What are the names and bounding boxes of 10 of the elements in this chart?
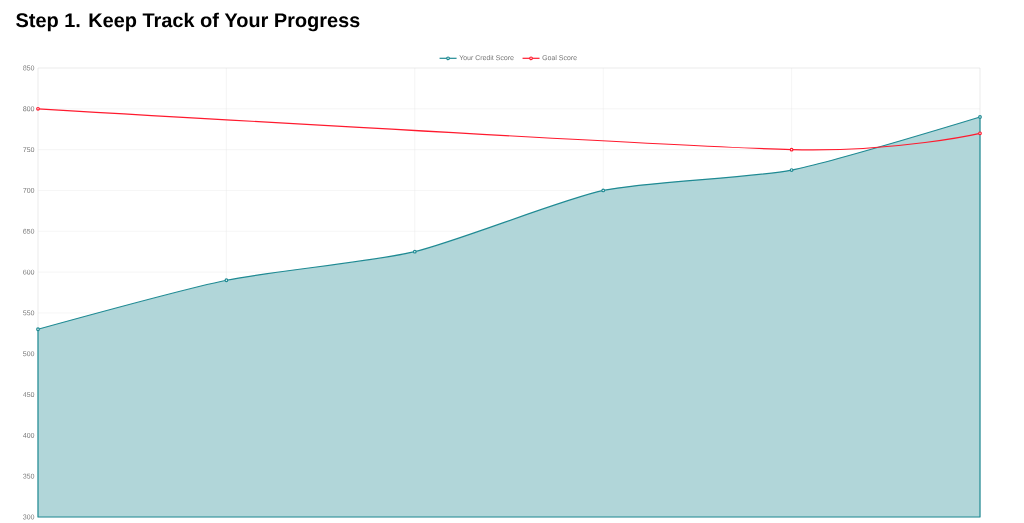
point xyxy=(412,249,417,254)
point xyxy=(36,106,40,111)
point xyxy=(36,327,40,332)
point xyxy=(978,115,982,119)
point xyxy=(978,131,982,136)
point xyxy=(789,147,794,152)
point xyxy=(789,168,794,172)
chart-title: Step 1. Keep Track of Your Progress xyxy=(16,12,360,32)
point xyxy=(224,278,229,283)
point xyxy=(601,188,606,193)
